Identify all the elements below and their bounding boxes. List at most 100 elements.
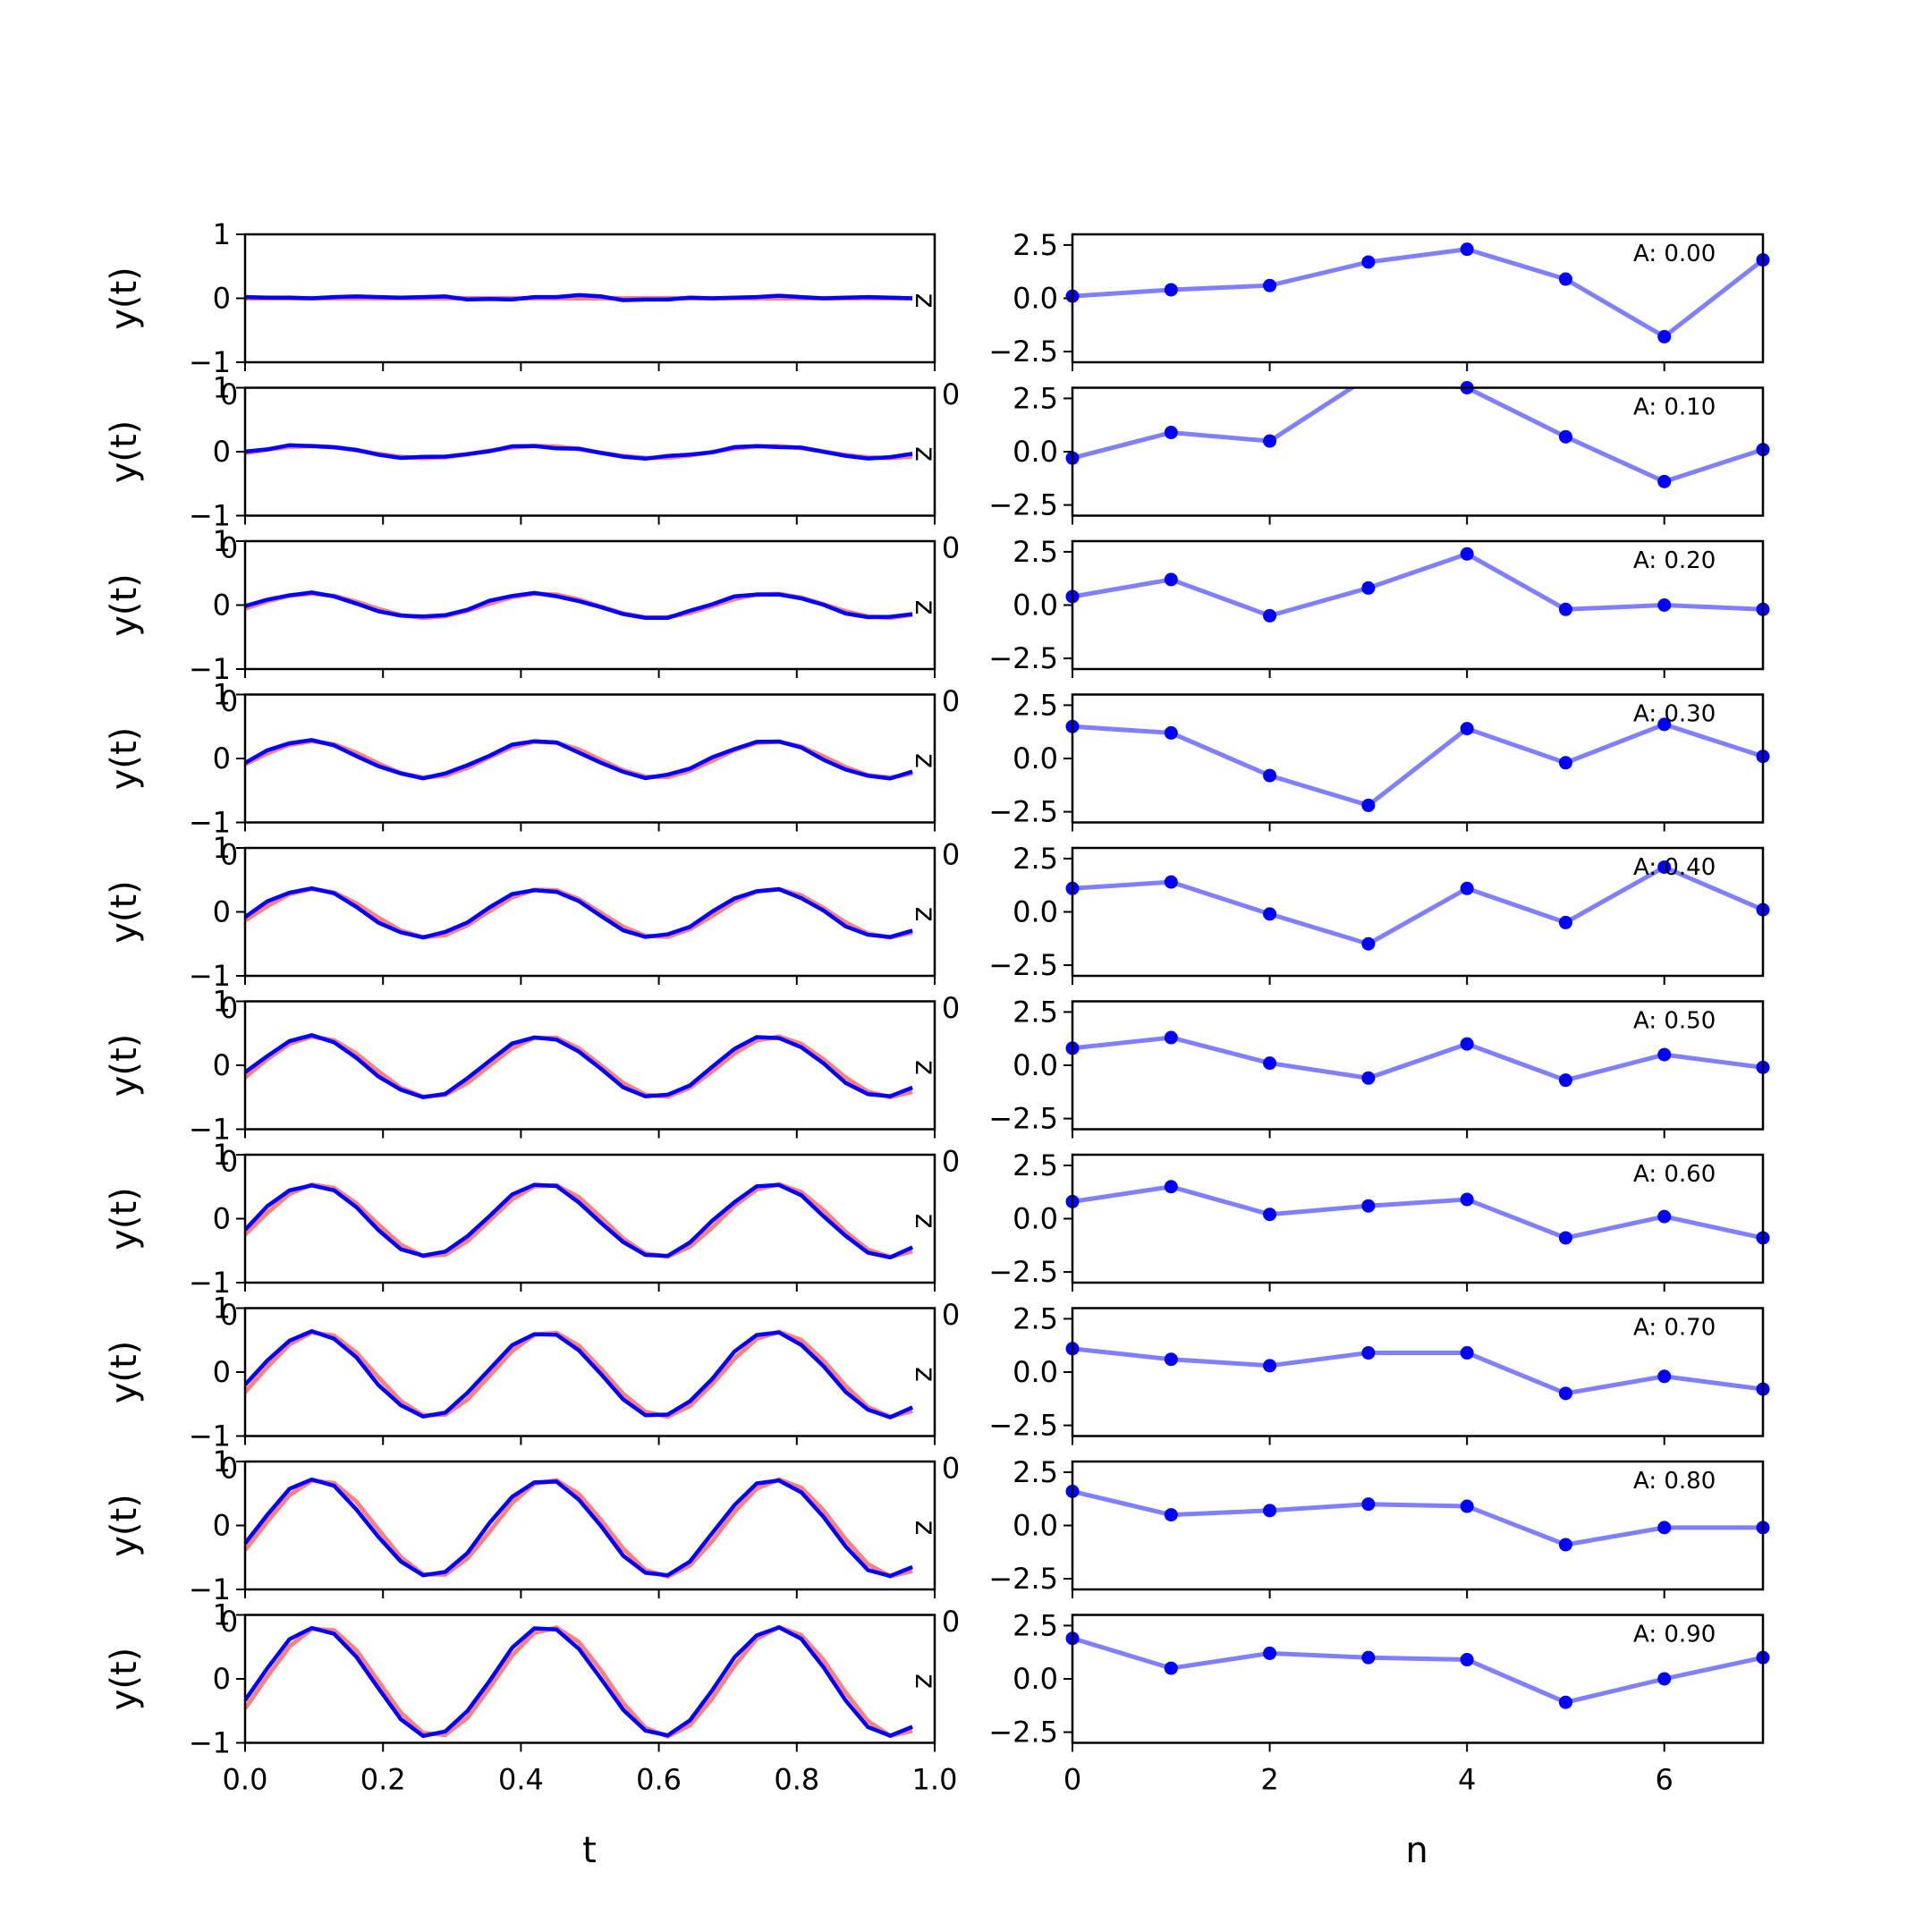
legend-symbol: z <box>909 1214 943 1229</box>
sample-point <box>1558 1386 1572 1401</box>
sample-point <box>1361 1346 1376 1360</box>
sample-point <box>1558 756 1572 770</box>
sample-point <box>1263 1359 1277 1373</box>
y-tick-label: −2.5 <box>988 641 1058 675</box>
right-panel: 2.5 0.0 −2.5 A: 0.70 <box>988 1301 1770 1445</box>
sample-point <box>1164 725 1178 740</box>
left-ylabel: y(t) <box>104 1341 145 1404</box>
y-tick-label: 2.5 <box>1013 842 1058 876</box>
x-tick-label: 4 <box>1458 1763 1476 1797</box>
y-tick-label: 1 <box>213 217 231 251</box>
sample-point <box>1558 1231 1572 1245</box>
y-tick-label: 0 <box>213 1048 231 1082</box>
y-tick-label: 0 <box>213 282 231 316</box>
sample-point <box>1657 474 1672 488</box>
y-tick-label: 1 <box>213 371 231 405</box>
amplitude-annotation: A: 0.70 <box>1633 1315 1716 1342</box>
sample-point <box>1657 860 1672 874</box>
sample-point <box>1164 283 1178 297</box>
y-tick-label: −1 <box>189 499 231 533</box>
sample-point <box>1460 1192 1474 1207</box>
left-xlabel: t <box>582 1830 597 1871</box>
reference-line <box>245 1182 913 1260</box>
sample-point <box>1263 1504 1277 1518</box>
left-ylabel: y(t) <box>104 727 145 791</box>
sample-line <box>1072 551 1763 619</box>
sample-point <box>1657 1672 1672 1686</box>
signal-line <box>245 292 913 302</box>
signal-line <box>245 1033 913 1100</box>
sample-point <box>1460 881 1474 895</box>
amplitude-annotation: A: 0.30 <box>1633 701 1716 728</box>
signal-line <box>245 738 913 781</box>
y-tick-label: 0 <box>213 589 231 623</box>
sample-point <box>1460 1653 1474 1667</box>
left-ylabel: y(t) <box>104 1648 145 1711</box>
overflow-tick-label: 0 <box>220 1145 238 1179</box>
y-tick-label: 2.5 <box>1013 1301 1058 1335</box>
signal-line <box>245 1624 913 1739</box>
sample-point <box>1460 1346 1474 1360</box>
legend-symbol: z <box>909 1060 943 1075</box>
y-tick-label: −1 <box>189 959 231 993</box>
y-tick-label: −2.5 <box>988 335 1058 369</box>
sample-point <box>1263 768 1277 783</box>
sample-point <box>1460 1499 1474 1513</box>
sample-point <box>1558 429 1572 444</box>
left-ylabel: y(t) <box>104 1187 145 1250</box>
signal-line <box>245 590 913 620</box>
amplitude-annotation: A: 0.20 <box>1633 547 1716 574</box>
legend-symbol: z <box>909 753 943 768</box>
y-tick-label: 0 <box>213 895 231 929</box>
y-tick-label: 1 <box>213 678 231 712</box>
right-panel: 2.5 0.0 −2.5 A: 0.30 <box>988 688 1770 832</box>
y-tick-label: 0.0 <box>1013 1202 1058 1236</box>
reference-line <box>245 1624 913 1740</box>
y-tick-label: 1 <box>213 524 231 558</box>
sample-line <box>1072 1636 1763 1705</box>
y-tick-label: 1 <box>213 1138 231 1172</box>
overflow-tick-label: 0 <box>220 531 238 565</box>
sample-line <box>1072 247 1763 340</box>
y-tick-label: −2.5 <box>988 1716 1058 1750</box>
sample-point <box>1263 907 1277 921</box>
sample-line <box>1072 387 1763 485</box>
amplitude-annotation: A: 0.40 <box>1633 854 1716 881</box>
y-tick-label: −2.5 <box>988 1255 1058 1289</box>
y-tick-label: −1 <box>189 806 231 840</box>
sample-line <box>1072 864 1763 947</box>
y-tick-label: 2.5 <box>1013 1455 1058 1489</box>
y-tick-label: −1 <box>189 1572 231 1606</box>
overflow-tick-label: 0 <box>942 991 960 1025</box>
y-tick-label: −1 <box>189 1113 231 1147</box>
overflow-tick-label: 0 <box>220 1298 238 1332</box>
x-tick-label: 0.0 <box>223 1763 268 1797</box>
sample-point <box>1263 1056 1277 1071</box>
bottom-labels: t n <box>582 1830 1428 1871</box>
overflow-tick-label: 0 <box>942 838 960 872</box>
signal-line <box>245 1182 914 1260</box>
x-tick-label: 0 <box>1063 1763 1081 1797</box>
amplitude-annotation: A: 0.60 <box>1633 1161 1716 1188</box>
overflow-tick-label: 0 <box>942 1145 960 1179</box>
sample-point <box>1164 1661 1178 1675</box>
y-tick-label: 2.5 <box>1013 688 1058 722</box>
y-tick-label: 0.0 <box>1013 895 1058 929</box>
sample-line <box>1072 722 1763 809</box>
y-tick-label: 0.0 <box>1013 282 1058 316</box>
y-tick-label: 1 <box>213 831 231 865</box>
sample-point <box>1361 1199 1376 1213</box>
sample-point <box>1657 1209 1672 1224</box>
signal-line <box>245 886 913 940</box>
sample-point <box>1657 329 1672 343</box>
x-tick-label: 0.6 <box>636 1763 682 1797</box>
